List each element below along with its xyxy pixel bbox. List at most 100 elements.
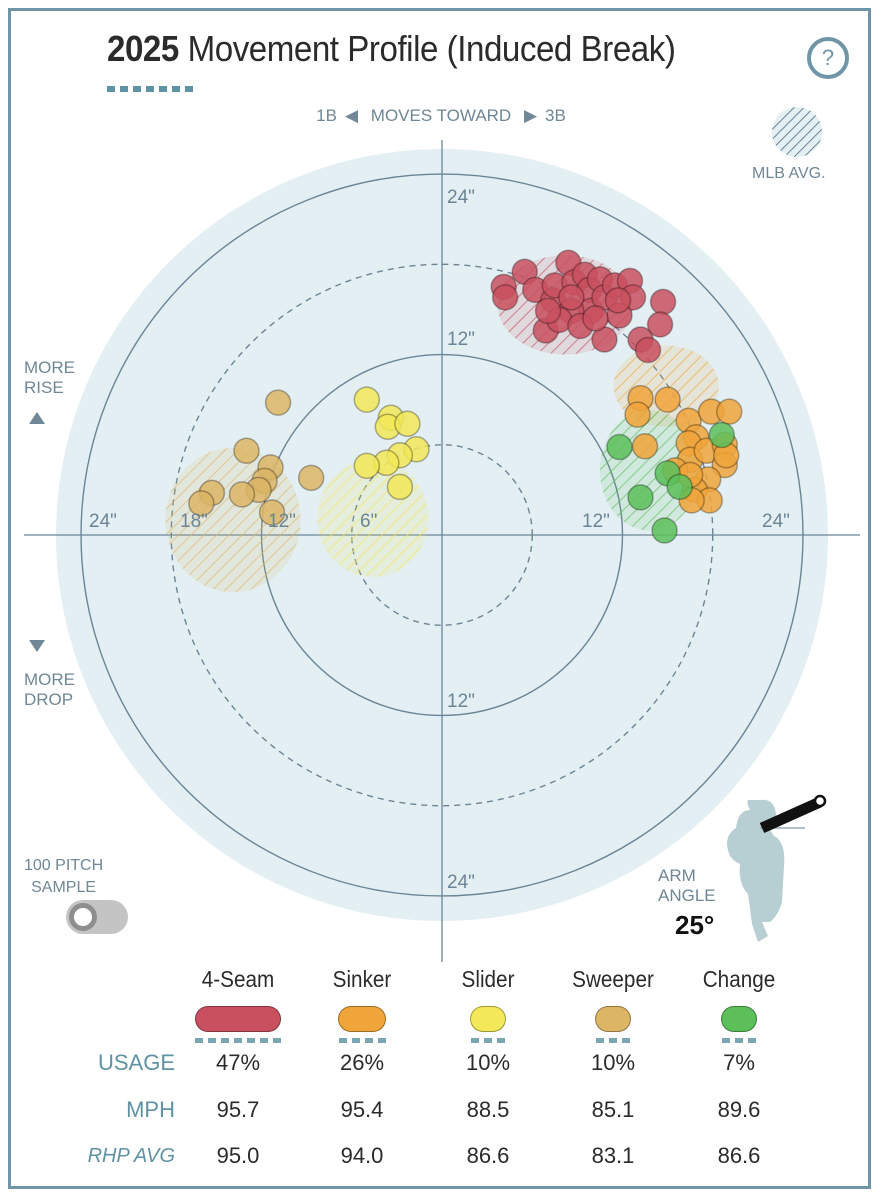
ring-label-bottom-12: 12" bbox=[447, 691, 475, 712]
triangle-down-icon bbox=[29, 640, 45, 652]
mph-slider: 88.5 bbox=[466, 1097, 510, 1122]
rhp-avg-slider: 86.6 bbox=[466, 1143, 510, 1168]
more-rise-line2: RISE bbox=[24, 378, 64, 397]
usage-sinker: 26% bbox=[339, 1050, 385, 1075]
rhp-avg-sinker: 94.0 bbox=[340, 1143, 384, 1168]
usage-dash-4-seam bbox=[195, 1038, 281, 1043]
pitch-point-sweeper bbox=[188, 490, 215, 517]
usage-change: 7% bbox=[723, 1050, 755, 1075]
mph-change: 89.6 bbox=[717, 1097, 761, 1122]
usage-pill-4-seam bbox=[194, 1006, 282, 1032]
more-rise-label: MORE RISE bbox=[24, 358, 75, 398]
pitcher-silhouette-icon bbox=[727, 794, 827, 942]
more-drop-line2: DROP bbox=[24, 690, 74, 709]
usage-sweeper: 10% bbox=[590, 1050, 636, 1075]
pitch-point-slider bbox=[353, 452, 381, 480]
pitch-point-change bbox=[708, 421, 735, 449]
mph-sinker: 95.4 bbox=[340, 1097, 384, 1122]
rhp-avg-row-label: RHP AVG bbox=[87, 1145, 175, 1167]
pitch-sample-label: 100 PITCH SAMPLE bbox=[24, 855, 103, 899]
pitch-sample-line1: 100 PITCH bbox=[24, 857, 104, 874]
pitch-point-change bbox=[606, 433, 633, 461]
arm-angle-line1: ARM bbox=[658, 866, 696, 885]
title-underline bbox=[107, 86, 195, 92]
legend-sinker[interactable]: Sinker bbox=[332, 966, 392, 992]
rhp-avg-4-seam: 95.0 bbox=[216, 1143, 260, 1168]
more-drop-line1: MORE bbox=[24, 670, 75, 689]
pitch-point-4-seam bbox=[491, 284, 519, 311]
usage-dash-sinker bbox=[338, 1038, 386, 1043]
pitch-point-change bbox=[651, 517, 678, 544]
arm-angle-value: 25° bbox=[675, 910, 715, 940]
ring-label-left-12: 12" bbox=[268, 511, 296, 532]
triangle-right-icon: ▶ bbox=[523, 106, 538, 125]
pitch-point-sinker bbox=[654, 386, 681, 413]
pitch-sample-line2: SAMPLE bbox=[31, 879, 97, 896]
ring-6in bbox=[351, 444, 533, 626]
pitch-point-4-seam bbox=[558, 284, 585, 311]
usage-slider: 10% bbox=[465, 1050, 511, 1075]
usage-dash-slider bbox=[471, 1038, 505, 1043]
rhp-avg-change: 86.6 bbox=[717, 1143, 761, 1168]
ring-label-left-24: 24" bbox=[89, 511, 117, 532]
question-circle-icon[interactable]: ? bbox=[807, 37, 849, 79]
pitch-point-sweeper bbox=[297, 464, 325, 492]
usage-pill-sweeper bbox=[595, 1006, 631, 1032]
legend-change[interactable]: Change bbox=[702, 966, 776, 992]
pitch-point-4-seam bbox=[634, 336, 662, 364]
direction-indicator: 1B ◀ MOVES TOWARD ▶ 3B bbox=[0, 106, 882, 126]
usage-row-label: USAGE bbox=[97, 1050, 175, 1075]
ring-label-top-24: 24" bbox=[447, 187, 475, 208]
pitch-point-sinker bbox=[624, 401, 651, 428]
ring-label-right-12: 12" bbox=[582, 511, 610, 532]
pitch-point-4-seam bbox=[646, 311, 674, 338]
pitch-point-sinker bbox=[716, 398, 743, 425]
help-glyph: ? bbox=[821, 45, 835, 70]
direction-left-label: 1B bbox=[316, 106, 337, 125]
mlb-avg-legend-icon bbox=[772, 107, 822, 157]
page-title: 2025 Movement Profile (Induced Break) bbox=[107, 28, 676, 70]
direction-right-label: 3B bbox=[545, 106, 566, 125]
rhp-avg-sweeper: 83.1 bbox=[591, 1143, 635, 1168]
usage-pill-change bbox=[721, 1006, 757, 1032]
usage-pill-sinker bbox=[337, 1006, 387, 1032]
arm-angle-label: ARM ANGLE bbox=[658, 866, 716, 906]
ring-24in bbox=[80, 173, 804, 897]
pitch-point-4-seam bbox=[604, 287, 632, 314]
triangle-up-icon bbox=[29, 412, 45, 424]
pitch-point-4-seam bbox=[534, 297, 562, 325]
pitch-point-sinker bbox=[631, 433, 659, 460]
usage-dash-change bbox=[722, 1038, 756, 1043]
mlb-avg-label: MLB AVG. bbox=[752, 165, 826, 182]
pitch-point-slider bbox=[386, 473, 414, 501]
toggle-knob bbox=[69, 903, 97, 931]
ring-label-right-24: 24" bbox=[762, 511, 790, 532]
triangle-left-icon: ◀ bbox=[344, 106, 359, 125]
title-text: Movement Profile (Induced Break) bbox=[187, 28, 676, 69]
pitch-point-slider bbox=[353, 386, 381, 413]
direction-middle-label: MOVES TOWARD bbox=[370, 106, 512, 125]
mph-4-seam: 95.7 bbox=[216, 1097, 260, 1122]
legend-sweeper[interactable]: Sweeper bbox=[572, 966, 654, 992]
more-rise-line1: MORE bbox=[24, 358, 75, 377]
ring-label-bottom-24: 24" bbox=[447, 872, 475, 893]
ring-label-top-12: 12" bbox=[447, 329, 475, 350]
pitch-point-sweeper bbox=[264, 389, 292, 416]
pitch-point-sweeper bbox=[228, 481, 256, 508]
pitch-point-slider bbox=[394, 410, 421, 437]
pitch-point-change bbox=[627, 484, 654, 511]
ring-label-left-18: 18" bbox=[180, 511, 208, 532]
legend-slider[interactable]: Slider bbox=[461, 966, 515, 992]
usage-dash-sweeper bbox=[596, 1038, 630, 1043]
pitch-point-sweeper bbox=[233, 437, 260, 465]
mph-row-label: MPH bbox=[126, 1097, 175, 1122]
ring-label-left-6: 6" bbox=[360, 511, 377, 532]
usage-4-seam: 47% bbox=[215, 1050, 261, 1075]
pitch-sample-toggle[interactable] bbox=[66, 900, 128, 934]
pitch-point-change bbox=[666, 473, 693, 501]
legend-4-seam[interactable]: 4-Seam bbox=[201, 966, 275, 992]
pitch-point-4-seam bbox=[582, 305, 609, 332]
pitch-point-4-seam bbox=[649, 288, 677, 316]
arm-angle-line2: ANGLE bbox=[658, 886, 716, 905]
